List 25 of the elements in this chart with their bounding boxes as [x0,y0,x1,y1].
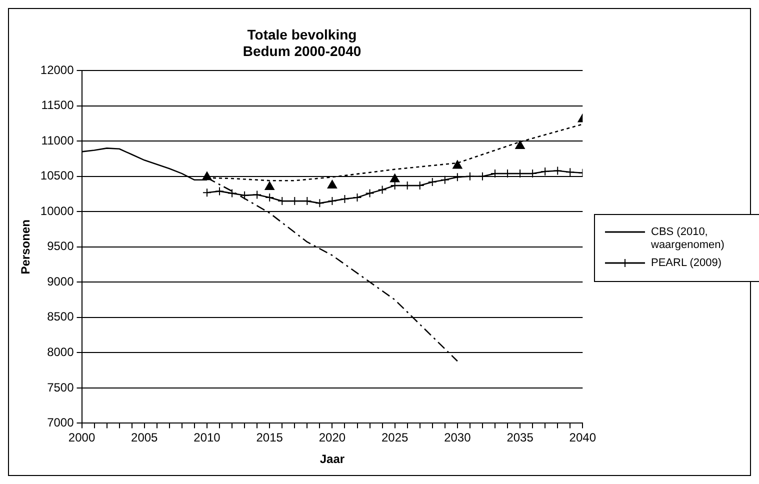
x-tick-label: 2025 [381,430,408,445]
y-tick-label: 7500 [47,380,74,394]
y-tick-label: 8500 [47,310,74,324]
y-tick-label: 7000 [47,416,74,430]
x-tick-label: 2030 [444,430,472,445]
y-tick-label: 10000 [40,204,74,218]
y-tick-label: 11500 [41,98,74,112]
chart-title: Totale bevolking Bedum 2000-2040 [242,26,362,60]
legend-label: PEARL (2009) [651,257,722,270]
x-tick-label: 2005 [131,430,158,445]
x-tick-label: 2035 [506,430,534,445]
y-axis-title: Personen [18,220,33,274]
y-tick-label: 11000 [41,133,74,148]
y-tick-label: 12000 [40,62,74,77]
x-tick-label: 2040 [569,430,596,445]
y-tick-label: 8000 [47,344,74,359]
x-tick-label: 2010 [194,430,221,445]
y-tick-label: 10500 [40,168,74,183]
x-tick-label: 2000 [68,430,96,445]
y-tick-label: 9000 [47,274,74,288]
legend-label: CBS (2010, waargenomen) [651,226,726,252]
x-tick-label: 2020 [318,430,346,445]
x-tick-label: 2015 [256,430,284,445]
y-tick-label: 9500 [47,239,74,254]
x-axis-title: Jaar [320,452,345,466]
